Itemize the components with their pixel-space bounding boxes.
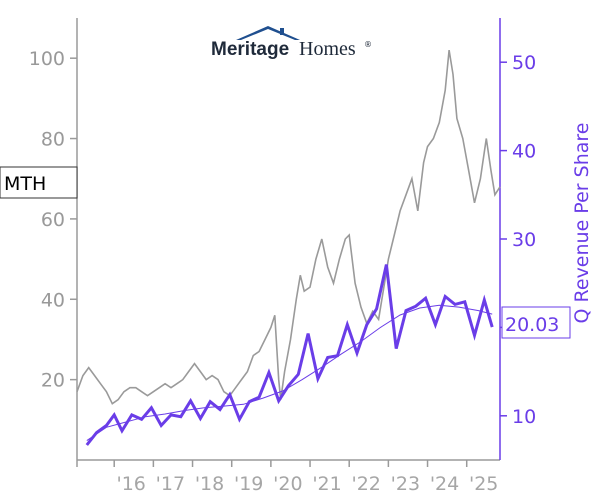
x-axis-ticks: '16 '17 '18 '19 '20 '21 '22 '23 '24 '25 bbox=[76, 460, 498, 495]
left-tick-label: 60 bbox=[41, 209, 65, 231]
revenue-trend-line bbox=[86, 304, 493, 442]
last-value-callout: 20.03 bbox=[501, 306, 571, 339]
x-tick-label: '24 bbox=[430, 473, 459, 495]
x-tick-label: '25 bbox=[469, 473, 498, 495]
x-tick-label: '22 bbox=[352, 473, 381, 495]
ticker-callout-box bbox=[0, 166, 78, 199]
left-tick-label: 20 bbox=[41, 370, 65, 392]
right-tick-label: 30 bbox=[512, 229, 536, 251]
company-logo: Meritage Homes ® bbox=[211, 26, 372, 60]
left-axis-ticks: 20 40 60 80 100 bbox=[29, 48, 77, 392]
right-tick-label: 10 bbox=[512, 406, 536, 428]
x-tick-label: '20 bbox=[273, 473, 302, 495]
revenue-series-line bbox=[85, 264, 494, 446]
price-series-line bbox=[76, 49, 501, 405]
last-value-label: 20.03 bbox=[505, 314, 559, 336]
last-value-box bbox=[501, 306, 571, 339]
left-tick-label: 100 bbox=[29, 48, 65, 70]
logo-brand-light: Homes bbox=[299, 38, 356, 60]
ticker-label: MTH bbox=[4, 173, 46, 195]
ticker-callout: MTH bbox=[0, 166, 78, 199]
logo-registered-mark: ® bbox=[364, 40, 372, 49]
x-tick-label: '23 bbox=[391, 473, 420, 495]
right-axis-label: Q Revenue Per Share bbox=[571, 123, 593, 324]
right-tick-label: 50 bbox=[512, 52, 536, 74]
logo-chimney-icon bbox=[280, 28, 284, 35]
x-tick-label: '17 bbox=[156, 473, 185, 495]
left-tick-label: 80 bbox=[41, 129, 65, 151]
x-tick-label: '19 bbox=[234, 473, 263, 495]
logo-brand-bold: Meritage bbox=[211, 39, 289, 60]
x-tick-label: '21 bbox=[312, 473, 341, 495]
x-tick-label: '16 bbox=[117, 473, 146, 495]
x-tick-label: '18 bbox=[195, 473, 224, 495]
right-axis-ticks: 1020304050 bbox=[500, 52, 536, 428]
logo-roof-icon bbox=[236, 26, 300, 40]
left-tick-label: 40 bbox=[41, 289, 65, 311]
right-tick-label: 40 bbox=[512, 141, 536, 163]
